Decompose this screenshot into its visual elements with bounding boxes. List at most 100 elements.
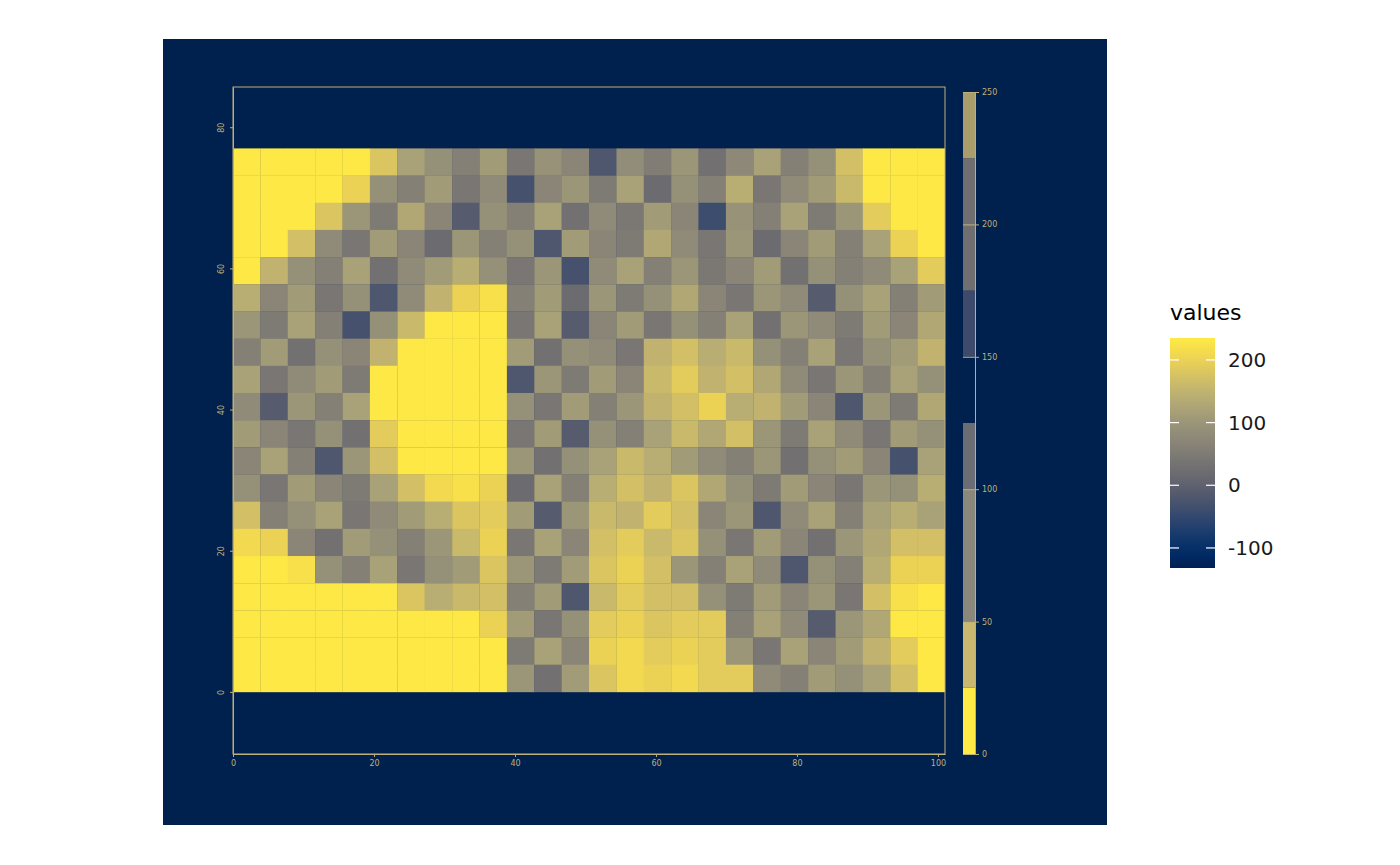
cell: [671, 610, 699, 637]
cell: [918, 502, 945, 529]
cell: [534, 148, 562, 175]
tick: 40: [510, 754, 520, 768]
cell: [671, 583, 699, 610]
cell: [644, 366, 672, 393]
cell: [397, 583, 425, 610]
cell: [890, 339, 918, 366]
cell: [343, 339, 371, 366]
cell: [507, 502, 535, 529]
cell: [425, 529, 453, 556]
cell: [589, 502, 617, 529]
cell: [835, 284, 863, 311]
cell: [753, 311, 781, 338]
cell: [835, 638, 863, 665]
cell: [479, 502, 507, 529]
page-background: [0, 0, 1400, 865]
cell: [233, 556, 261, 583]
cell: [452, 257, 480, 284]
cell: [918, 665, 945, 692]
cell: [890, 447, 918, 474]
cell: [753, 148, 781, 175]
cell: [644, 176, 672, 203]
cell: [562, 583, 590, 610]
cell: [562, 610, 590, 637]
cell: [918, 583, 945, 610]
cell: [315, 502, 343, 529]
cell: [699, 529, 727, 556]
cell: [699, 311, 727, 338]
cell: [699, 230, 727, 257]
cell: [589, 257, 617, 284]
cell: [808, 610, 836, 637]
cell: [644, 311, 672, 338]
class-tick-line: [963, 622, 975, 623]
cell: [918, 610, 945, 637]
cell: [452, 502, 480, 529]
cell: [726, 366, 754, 393]
cell: [616, 665, 644, 692]
cell: [507, 447, 535, 474]
cell: [589, 447, 617, 474]
cell: [562, 311, 590, 338]
cell: [890, 610, 918, 637]
cell: [370, 366, 398, 393]
cell: [808, 176, 836, 203]
cell: [288, 230, 316, 257]
class-swatch: [963, 158, 975, 290]
cell: [260, 311, 288, 338]
cell: [781, 311, 809, 338]
tick: 150: [963, 353, 997, 362]
cell: [644, 257, 672, 284]
tick-mark: [656, 754, 657, 757]
cell: [507, 610, 535, 637]
cell: [808, 230, 836, 257]
cell: [343, 203, 371, 230]
cell: [370, 339, 398, 366]
tick: 20: [217, 546, 233, 556]
cell: [260, 474, 288, 501]
cell: [479, 311, 507, 338]
cell: [425, 311, 453, 338]
cell: [863, 502, 891, 529]
cell: [918, 638, 945, 665]
cell: [397, 529, 425, 556]
tick: 100: [931, 754, 946, 768]
x-axis: 020406080100: [231, 754, 946, 768]
cell: [562, 148, 590, 175]
cell: [726, 311, 754, 338]
cell: [233, 148, 261, 175]
cell: [397, 420, 425, 447]
cell: [452, 529, 480, 556]
cell: [562, 529, 590, 556]
cell: [699, 474, 727, 501]
cell: [315, 366, 343, 393]
cell: [288, 420, 316, 447]
cell: [260, 257, 288, 284]
cell: [370, 529, 398, 556]
class-swatch: [963, 357, 975, 423]
cell: [343, 230, 371, 257]
cell: [808, 583, 836, 610]
cell: [835, 420, 863, 447]
cell: [233, 447, 261, 474]
cell: [863, 203, 891, 230]
cell: [343, 638, 371, 665]
cell: [644, 529, 672, 556]
cell: [808, 257, 836, 284]
colorbar-tick: [1170, 359, 1179, 360]
cell: [616, 638, 644, 665]
tick-label: 60: [651, 759, 661, 768]
cell: [425, 610, 453, 637]
cell: [425, 474, 453, 501]
cell: [699, 393, 727, 420]
cell: [343, 176, 371, 203]
cell: [534, 474, 562, 501]
cell: [425, 665, 453, 692]
cell: [370, 665, 398, 692]
cell: [726, 176, 754, 203]
cell: [343, 502, 371, 529]
cell: [589, 284, 617, 311]
cell: [644, 638, 672, 665]
cell: [315, 474, 343, 501]
cell: [452, 203, 480, 230]
